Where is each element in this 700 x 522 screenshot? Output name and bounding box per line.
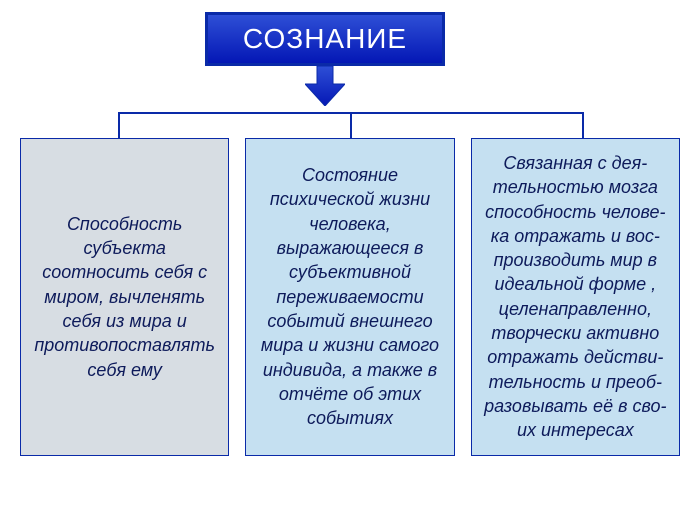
header-label: СОЗНАНИЕ xyxy=(243,23,407,55)
definition-text: Способность субъекта соотносить себя с м… xyxy=(29,212,220,382)
definition-text: Состояние психической жизни человека, вы… xyxy=(254,163,445,430)
arrow-path xyxy=(305,66,345,106)
definition-box-3: Связанная с дея-тельностью мозга способн… xyxy=(471,138,680,456)
connector-v-right xyxy=(582,112,584,138)
definition-box-2: Состояние психической жизни человека, вы… xyxy=(245,138,454,456)
definition-text: Связанная с дея-тельностью мозга способн… xyxy=(480,151,671,443)
arrow-down-icon xyxy=(305,66,345,106)
definition-boxes-row: Способность субъекта соотносить себя с м… xyxy=(20,138,680,456)
header-box: СОЗНАНИЕ xyxy=(205,12,445,66)
connector-v-mid xyxy=(350,112,352,138)
definition-box-1: Способность субъекта соотносить себя с м… xyxy=(20,138,229,456)
connector-v-left xyxy=(118,112,120,138)
